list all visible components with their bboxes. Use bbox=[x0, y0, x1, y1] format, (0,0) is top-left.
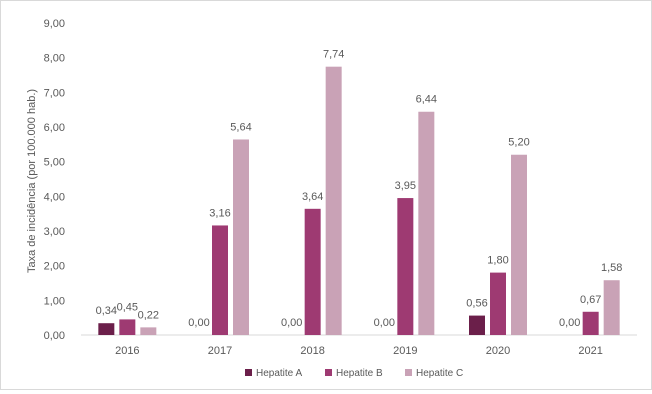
bar bbox=[469, 315, 485, 335]
legend-swatch bbox=[405, 369, 412, 376]
data-label: 0,00 bbox=[281, 317, 302, 329]
data-label: 1,80 bbox=[487, 255, 508, 267]
data-label: 0,34 bbox=[96, 305, 117, 317]
data-label: 3,95 bbox=[395, 180, 416, 192]
x-tick-labels: 2016 2017 2018 2019 2020 2021 bbox=[115, 345, 603, 357]
data-label: 0,56 bbox=[466, 298, 487, 310]
data-label: 5,64 bbox=[230, 121, 251, 133]
x-tick-label: 2017 bbox=[208, 345, 232, 357]
bar bbox=[511, 154, 527, 335]
bar bbox=[233, 139, 249, 335]
y-tick-label: 8,00 bbox=[44, 53, 65, 65]
data-label: 3,64 bbox=[302, 191, 323, 203]
data-label: 3,16 bbox=[209, 207, 230, 219]
legend-label: Hepatite B bbox=[336, 368, 383, 379]
legend-swatch bbox=[325, 369, 332, 376]
data-label: 0,00 bbox=[559, 317, 580, 329]
data-label: 1,58 bbox=[601, 262, 622, 274]
bar bbox=[140, 327, 157, 335]
x-tick-label: 2016 bbox=[115, 345, 139, 357]
y-tick-label: 7,00 bbox=[44, 87, 65, 99]
y-tick-label: 0,00 bbox=[44, 330, 65, 342]
data-label: 0,22 bbox=[138, 309, 159, 321]
bars bbox=[98, 66, 620, 336]
data-label: 7,74 bbox=[323, 49, 344, 61]
y-tick-label: 1,00 bbox=[44, 295, 65, 307]
legend-label: Hepatite C bbox=[416, 368, 463, 379]
y-tick-label: 9,00 bbox=[44, 18, 65, 30]
data-label: 6,44 bbox=[416, 94, 437, 106]
bar bbox=[397, 198, 414, 335]
y-tick-label: 2,00 bbox=[44, 261, 65, 273]
x-tick-label: 2021 bbox=[578, 345, 602, 357]
y-tick-label: 6,00 bbox=[44, 122, 65, 134]
y-axis-title: Taxa de incidência (por 100.000 hab.) bbox=[26, 89, 38, 273]
bar bbox=[325, 66, 342, 336]
x-tick-label: 2019 bbox=[393, 345, 417, 357]
bar bbox=[490, 272, 506, 335]
y-tick-labels: 0,00 1,00 2,00 3,00 4,00 5,00 6,00 7,00 8,00 9,00 bbox=[44, 18, 65, 342]
bar bbox=[119, 319, 136, 335]
bar bbox=[98, 323, 115, 335]
bar bbox=[304, 208, 321, 335]
data-label: 0,67 bbox=[580, 294, 601, 306]
legend-item: Hepatite A bbox=[245, 368, 302, 379]
y-tick-label: 4,00 bbox=[44, 191, 65, 203]
bar bbox=[582, 311, 599, 335]
legend-label: Hepatite A bbox=[256, 368, 302, 379]
x-tick-label: 2018 bbox=[300, 345, 324, 357]
legend-item: Hepatite B bbox=[325, 368, 383, 379]
data-labels: 0,34 0,450,22 0,00 3,16 5,64 0,00 3,64 7,74 0,00… bbox=[96, 49, 623, 329]
data-label: 0,45 bbox=[117, 301, 138, 313]
data-label: 0,00 bbox=[188, 317, 209, 329]
bar bbox=[418, 111, 435, 335]
bar bbox=[603, 280, 620, 335]
x-tick-label: 2020 bbox=[486, 345, 510, 357]
legend-item: Hepatite C bbox=[405, 368, 463, 379]
legend-swatch bbox=[245, 369, 252, 376]
y-tick-label: 3,00 bbox=[44, 226, 65, 238]
data-label: 5,20 bbox=[508, 137, 529, 149]
bar bbox=[212, 225, 228, 335]
y-tick-label: 5,00 bbox=[44, 157, 65, 169]
data-label: 0,00 bbox=[374, 317, 395, 329]
legend: Hepatite A Hepatite B Hepatite C bbox=[245, 368, 463, 379]
